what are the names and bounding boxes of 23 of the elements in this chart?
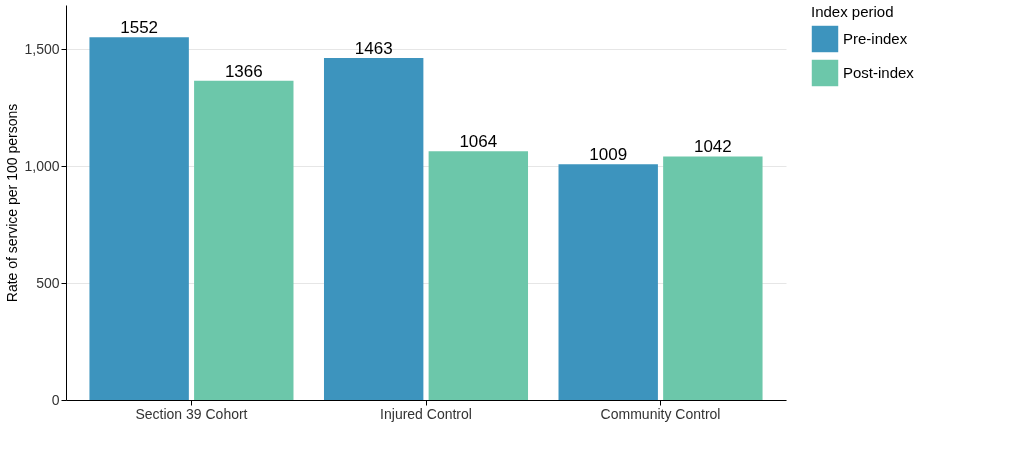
- x-tick-label: Injured Control: [380, 405, 472, 422]
- data-label: 1009: [589, 145, 628, 165]
- legend-title: Index period: [811, 3, 894, 20]
- data-label: 1463: [354, 39, 393, 59]
- y-tick-label: 500: [36, 274, 60, 291]
- data-label: 1042: [693, 137, 732, 157]
- data-label: 1552: [120, 18, 159, 38]
- bar: [323, 58, 424, 400]
- x-tick-label: Section 39 Cohort: [135, 405, 248, 422]
- bar: [428, 151, 529, 400]
- legend-label: Post-index: [843, 64, 915, 81]
- bar: [194, 80, 294, 400]
- bar: [663, 156, 763, 400]
- y-tick-label: 0: [51, 391, 60, 408]
- x-tick-label: Community Control: [600, 405, 721, 422]
- bar: [89, 37, 189, 400]
- y-axis-title: Rate of service per 100 persons: [4, 103, 21, 303]
- legend-label: Pre-index: [843, 30, 908, 47]
- data-label: 1064: [459, 132, 498, 152]
- data-label: 1366: [224, 61, 263, 81]
- bar: [558, 164, 658, 400]
- y-tick-label: 1,500: [24, 40, 60, 57]
- y-tick-label: 1,000: [24, 157, 60, 174]
